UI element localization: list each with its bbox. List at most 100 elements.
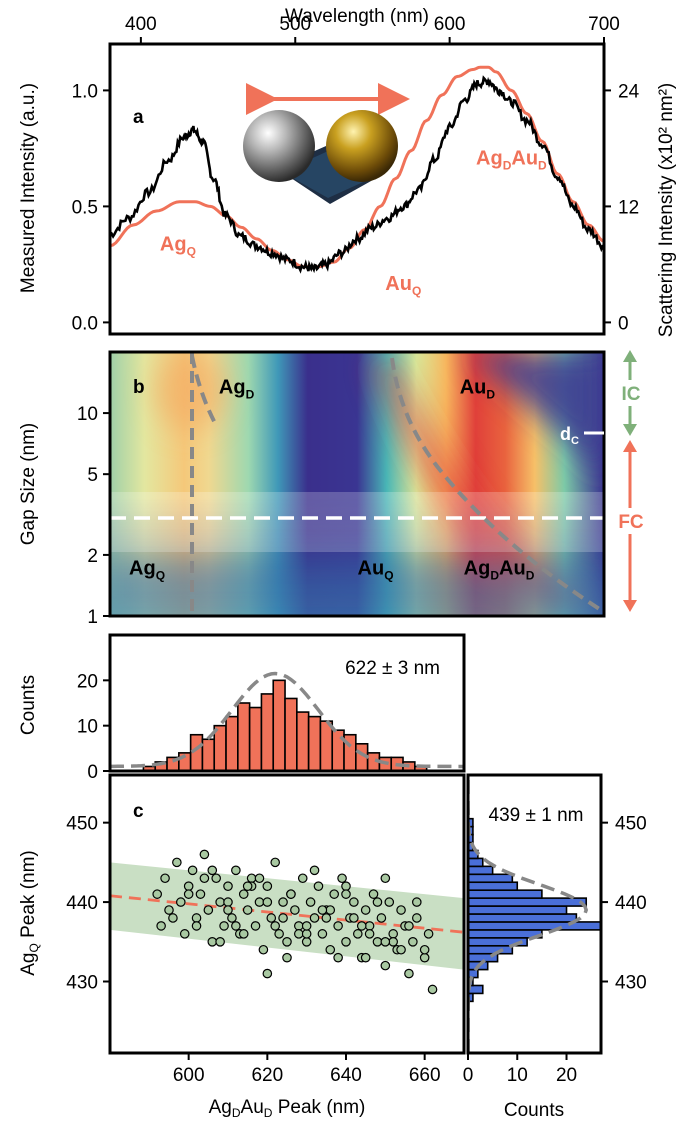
panel-c-top-histogram: Counts 0 10 20 622 ± 3 nm [18, 633, 466, 783]
top-hist-ylabel: Counts [18, 675, 39, 735]
x-tick-label: 660 [409, 1065, 441, 1086]
y-tick-label: 10 [77, 404, 98, 425]
scatter-point [223, 897, 233, 907]
scatter-point [341, 889, 351, 899]
scatter-point [384, 897, 395, 907]
mode-label: AgQ [160, 233, 196, 258]
scatter-point [376, 913, 387, 923]
hist-bar [272, 679, 286, 771]
hist-bar [284, 697, 298, 771]
scatter-point [337, 873, 347, 884]
scatter-point [274, 929, 284, 939]
label-subscript: C [571, 435, 579, 447]
scatter-point [246, 873, 257, 884]
y-tick-label: 0 [87, 762, 98, 783]
hist-bar [468, 913, 578, 923]
right-hist-frame [466, 773, 603, 1055]
scatter-point [266, 913, 277, 923]
scatter-point [349, 897, 359, 907]
y-tick-label: 1.0 [72, 81, 98, 102]
scatter-point [262, 881, 273, 891]
scatter-point [262, 968, 273, 979]
scatter-point [313, 881, 324, 891]
scatter-point [168, 913, 178, 923]
label-subscript: D [538, 159, 547, 173]
scatter-point [183, 881, 194, 891]
scatter-point [164, 905, 174, 915]
scatter-xlabel: AgDAuD Peak (nm) [209, 1097, 366, 1120]
scatter-point [262, 897, 273, 907]
scatter-point [419, 952, 430, 963]
label-base: Ag [464, 558, 491, 580]
scatter-point [286, 889, 296, 899]
hist-bar [468, 905, 568, 915]
scatter-point [349, 913, 359, 923]
scatter-point [380, 960, 391, 971]
scatter-point [199, 849, 210, 860]
label-base: d [560, 424, 571, 444]
scatter-point [333, 921, 343, 931]
panel-b-ylabel: Gap Size (nm) [18, 423, 39, 545]
y-tick-label: 10 [77, 717, 98, 738]
heatmap-mode-label: AuQ [358, 558, 394, 583]
ic-label: IC [622, 384, 641, 405]
panel-a-xlabel: Wavelength (nm) [285, 6, 429, 27]
scatter-point [388, 929, 398, 939]
scatter-point [254, 873, 265, 884]
label-subscript: Q [412, 284, 421, 298]
agdaud-dashed-curve [390, 357, 604, 614]
scatter-point [152, 889, 162, 899]
panel-a-right-ylabel: Scattering Intensity (x10² nm²) [656, 83, 677, 337]
scatter-point [207, 865, 218, 876]
hist-bar [468, 921, 601, 931]
scatter-point [203, 905, 214, 915]
scatter-point [179, 929, 190, 939]
scatter-point [211, 873, 221, 884]
panel-a-top-x-ticks: 400 500 600 700 [125, 14, 620, 44]
y-tick-label: 2 [87, 546, 98, 567]
label-base: Au [460, 376, 487, 398]
scatter-point [329, 889, 339, 899]
scatter-point [396, 905, 406, 915]
dc-label: dC [560, 424, 579, 447]
scatter-point [282, 936, 292, 947]
label-base: Ag [476, 148, 503, 170]
scatter-point [423, 929, 434, 939]
scatter-point [207, 936, 218, 947]
scatter-point [301, 921, 312, 931]
scatter-point [223, 881, 233, 891]
scatter-point [411, 913, 422, 923]
panel-a-label: a [133, 107, 144, 128]
scatter-point [187, 865, 198, 876]
x-tick-label: 0 [463, 1065, 474, 1086]
hist-bar [468, 889, 543, 899]
scatter-point [309, 865, 320, 876]
label-subscript: D [246, 387, 255, 401]
right-hist-annotation: 439 ± 1 nm [489, 805, 584, 826]
right-hist-y-ticks: 430 440 450 [601, 814, 647, 994]
y-tick-label: 0.0 [72, 313, 98, 334]
fc-label: FC [618, 512, 644, 533]
label-base: Au [499, 558, 526, 580]
top-hist-bars [142, 679, 428, 771]
top-hist-frame [108, 633, 466, 773]
hist-bar [468, 929, 543, 939]
label-subscript: D [526, 569, 535, 583]
x-tick-label: 400 [125, 14, 157, 35]
hist-bar [468, 873, 514, 884]
y-tick-label: 430 [615, 973, 647, 994]
panel-b-label: b [133, 377, 145, 398]
scatter-point [427, 984, 438, 995]
scatter-point [215, 897, 225, 907]
label-base: Peak (nm) [18, 850, 39, 943]
gold-sphere [326, 110, 398, 182]
measured-intensity-line [110, 75, 604, 274]
scatter-point [372, 936, 383, 947]
label-base: Au [385, 273, 412, 295]
heatmap-mode-label: AgD [219, 376, 255, 401]
scatter-point [231, 865, 241, 876]
